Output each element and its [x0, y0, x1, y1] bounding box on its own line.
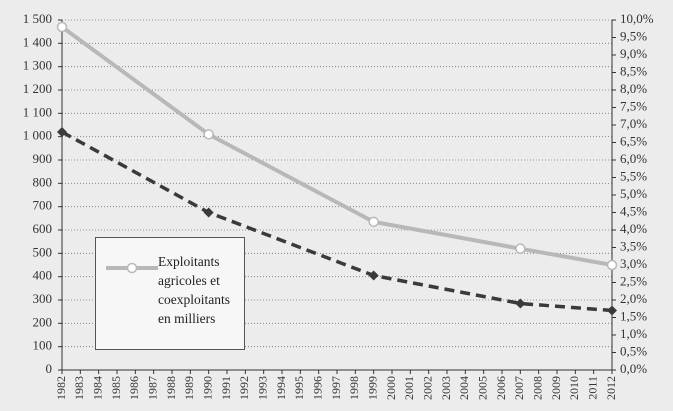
y-tick-label: 1 100 — [23, 104, 52, 119]
y-tick-label: 800 — [33, 174, 53, 189]
x-tick-label: 1996 — [310, 376, 324, 400]
x-tick-label: 1997 — [329, 376, 343, 400]
y2-tick-label: 8,0% — [620, 81, 647, 96]
y2-tick-label: 6,5% — [620, 133, 647, 148]
x-tick-label: 1993 — [255, 376, 269, 400]
y-tick-label: 300 — [33, 291, 53, 306]
y2-tick-label: 10,0% — [620, 11, 654, 26]
y2-tick-label: 3,0% — [620, 256, 647, 271]
x-tick-label: 1989 — [182, 376, 196, 400]
y2-tick-label: 4,0% — [620, 221, 647, 236]
y-tick-label: 100 — [33, 338, 53, 353]
series-line — [60, 25, 613, 267]
x-tick-label: 2007 — [512, 376, 526, 400]
x-tick-label: 2011 — [585, 376, 599, 400]
y-tick-label: 900 — [33, 151, 53, 166]
x-tick-label: 1991 — [219, 376, 233, 400]
y-tick-label: 0 — [46, 361, 53, 376]
legend-swatch — [106, 262, 158, 274]
x-tick-label: 2003 — [439, 376, 453, 400]
y2-tick-label: 7,5% — [620, 98, 647, 113]
y2-tick-label: 1,5% — [620, 308, 647, 323]
x-tick-label: 1999 — [365, 376, 379, 400]
y-tick-label: 600 — [33, 221, 53, 236]
y2-tick-label: 6,0% — [620, 151, 647, 166]
marker — [368, 270, 379, 281]
marker — [56, 21, 68, 33]
marker — [203, 207, 214, 218]
y-tick-label: 1 000 — [23, 128, 52, 143]
x-tick-label: 2008 — [530, 376, 544, 400]
x-tick-label: 2000 — [384, 376, 398, 400]
x-tick-label: 1982 — [54, 376, 68, 400]
y2-tick-label: 8,5% — [620, 63, 647, 78]
marker — [515, 298, 526, 309]
y2-tick-label: 7,0% — [620, 116, 647, 131]
marker — [607, 305, 617, 316]
y2-tick-label: 4,5% — [620, 203, 647, 218]
x-tick-label: 2001 — [402, 376, 416, 400]
y-tick-label: 700 — [33, 198, 53, 213]
y-tick-label: 200 — [33, 314, 53, 329]
y2-tick-label: 2,5% — [620, 273, 647, 288]
y2-tick-label: 1,0% — [620, 326, 647, 341]
marker — [57, 127, 67, 137]
y2-tick-label: 0,0% — [620, 361, 647, 376]
x-tick-label: 1987 — [145, 376, 159, 400]
x-tick-label: 1995 — [292, 376, 306, 400]
x-tick-label: 1990 — [200, 376, 214, 400]
x-tick-label: 1985 — [109, 376, 123, 400]
y2-tick-label: 3,5% — [620, 238, 647, 253]
x-tick-label: 1992 — [237, 376, 251, 400]
y-tick-label: 1 400 — [23, 34, 52, 49]
y-tick-label: 400 — [33, 268, 53, 283]
x-tick-label: 2009 — [549, 376, 563, 400]
marker — [515, 243, 526, 254]
y2-tick-label: 0,5% — [620, 343, 647, 358]
x-tick-label: 1998 — [347, 376, 361, 400]
y-tick-label: 1 200 — [23, 81, 52, 96]
x-tick-label: 1994 — [274, 376, 288, 400]
y2-tick-label: 9,5% — [620, 28, 647, 43]
legend-label: Exploitants agricoles et coexploitants e… — [158, 254, 230, 326]
x-tick-label: 1983 — [72, 376, 86, 400]
y2-tick-label: 9,0% — [620, 46, 647, 61]
y2-tick-label: 5,0% — [620, 186, 647, 201]
x-tick-label: 1984 — [90, 376, 104, 400]
legend-marker — [126, 262, 138, 274]
marker — [203, 129, 214, 140]
y-tick-label: 1 500 — [23, 11, 52, 26]
marker — [606, 259, 618, 271]
x-tick-label: 1986 — [127, 376, 141, 400]
x-tick-label: 2004 — [457, 376, 471, 400]
y-tick-label: 500 — [33, 244, 53, 259]
x-tick-label: 2005 — [475, 376, 489, 400]
x-tick-label: 1988 — [164, 376, 178, 400]
x-tick-label: 2010 — [567, 376, 581, 400]
marker — [368, 216, 379, 228]
y-tick-label: 1 300 — [23, 58, 52, 73]
legend: Exploitants agricoles et coexploitants e… — [95, 237, 245, 350]
y2-tick-label: 5,5% — [620, 168, 647, 183]
x-tick-label: 2006 — [494, 376, 508, 400]
x-tick-label: 2002 — [420, 376, 434, 400]
y2-tick-label: 2,0% — [620, 291, 647, 306]
x-tick-label: 2012 — [604, 376, 618, 400]
